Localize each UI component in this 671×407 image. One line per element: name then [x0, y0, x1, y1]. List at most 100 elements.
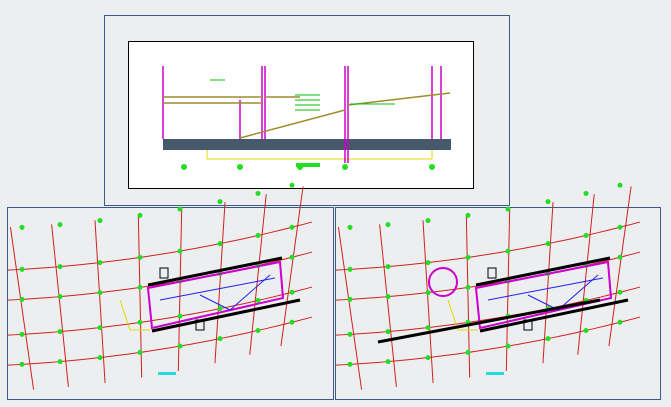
axis-dot: [255, 190, 261, 196]
building-outline: [146, 260, 285, 330]
grid-node: [57, 264, 63, 270]
grid-node: [545, 241, 551, 247]
grid-node: [19, 296, 25, 302]
axis-dot: [97, 218, 103, 224]
grid-line: [9, 226, 35, 390]
grid-node: [465, 349, 471, 355]
grid-node: [289, 289, 295, 295]
grid-node: [57, 294, 63, 300]
grid-node: [465, 284, 471, 290]
grid-node: [177, 248, 183, 254]
grid-node: [177, 313, 183, 319]
label-mark: [158, 372, 176, 375]
label-mark: [486, 372, 504, 375]
grid-node: [583, 327, 589, 333]
plan-left: [7, 182, 313, 390]
grid-node: [425, 290, 431, 296]
grid-node: [465, 254, 471, 260]
section-drawing: [162, 66, 451, 170]
axis-dot: [19, 224, 25, 230]
plan-right: [335, 182, 641, 390]
grid-line: [542, 202, 554, 364]
inner-line: [527, 274, 599, 311]
grid-node: [57, 359, 63, 365]
axis-dot: [57, 222, 63, 228]
grid-line: [94, 220, 106, 383]
inner-line: [199, 274, 271, 311]
axis-dot: [137, 212, 143, 218]
grid-node: [347, 296, 353, 302]
grid-node: [217, 241, 223, 247]
axis-dot: [465, 212, 471, 218]
slab: [163, 139, 451, 150]
grid-line: [280, 186, 304, 347]
grid-node: [385, 294, 391, 300]
grid-line: [214, 202, 226, 364]
grid-node: [57, 329, 63, 335]
grid-node: [505, 248, 511, 254]
grid-node: [425, 325, 431, 331]
slope-lines: [163, 92, 451, 139]
axis-dot: [617, 182, 623, 188]
grid-line: [577, 194, 595, 355]
edge-line: [151, 298, 301, 333]
axis-dot: [425, 218, 431, 224]
edge-line: [475, 256, 611, 287]
grid-node: [425, 355, 431, 361]
yellow-line: [447, 299, 478, 331]
grid-node: [347, 361, 353, 367]
axis-dot: [583, 190, 589, 196]
edge-line: [377, 298, 601, 344]
grid-node: [255, 327, 261, 333]
grid-line: [337, 226, 363, 390]
grid-line: [249, 194, 267, 355]
grid-node: [137, 284, 143, 290]
grid-node: [255, 297, 261, 303]
grid-node: [217, 336, 223, 342]
edge-line: [147, 256, 283, 287]
annotations: [210, 79, 395, 111]
grid-node: [137, 254, 143, 260]
grid-node: [217, 306, 223, 312]
grid-node: [617, 289, 623, 295]
grid-node: [97, 355, 103, 361]
grid-node: [385, 264, 391, 270]
grid-node: [97, 325, 103, 331]
grid-node: [347, 331, 353, 337]
inner-line: [487, 277, 604, 301]
grid-node: [617, 319, 623, 325]
grid-node: [505, 343, 511, 349]
grid-line: [379, 224, 397, 387]
grid-node: [385, 329, 391, 335]
grid-line: [608, 186, 632, 347]
grid-node: [137, 319, 143, 325]
axis-dot: [347, 224, 353, 230]
grid-node: [583, 232, 589, 238]
grid-node: [425, 260, 431, 266]
grid-node: [617, 224, 623, 230]
grid-node: [19, 266, 25, 272]
grid-node: [617, 254, 623, 260]
label-mark: [296, 163, 320, 167]
grid-node: [177, 343, 183, 349]
grid-line: [51, 224, 69, 387]
axis-dot: [177, 206, 183, 212]
grid-node: [545, 336, 551, 342]
inner-line: [159, 277, 276, 301]
edge-line: [479, 298, 629, 333]
stair: [195, 319, 205, 331]
grid-node: [97, 260, 103, 266]
grid-node: [347, 266, 353, 272]
grid-node: [289, 224, 295, 230]
grid-node: [289, 319, 295, 325]
stair: [523, 319, 533, 331]
axis-dot: [545, 199, 551, 205]
axis-dot: [385, 222, 391, 228]
axis-dot: [289, 182, 295, 188]
grid-node: [255, 232, 261, 238]
yellow-line: [119, 299, 150, 331]
building-outline: [474, 260, 613, 330]
axis-dot: [505, 206, 511, 212]
